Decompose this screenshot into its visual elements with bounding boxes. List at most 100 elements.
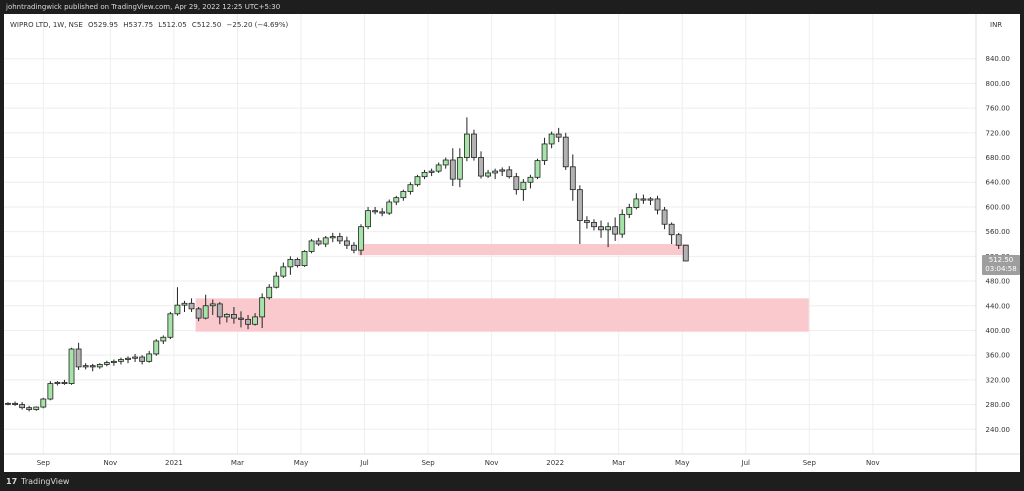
candle[interactable]	[181, 300, 188, 312]
candle[interactable]	[478, 151, 484, 179]
candle[interactable]	[266, 284, 273, 300]
candle[interactable]	[280, 262, 287, 278]
candle[interactable]	[19, 402, 26, 410]
support-zone[interactable]	[195, 298, 809, 332]
candle[interactable]	[273, 271, 280, 289]
candle[interactable]	[541, 137, 548, 165]
candle[interactable]	[308, 239, 315, 254]
candle[interactable]	[654, 195, 661, 215]
candle[interactable]	[513, 172, 520, 195]
candle[interactable]	[534, 158, 541, 180]
candle[interactable]	[421, 169, 428, 180]
candle[interactable]	[619, 209, 626, 238]
candle[interactable]	[428, 168, 435, 177]
candle[interactable]	[372, 206, 379, 215]
candle[interactable]	[209, 299, 216, 316]
candle[interactable]	[26, 405, 33, 412]
candle[interactable]	[139, 355, 146, 365]
candle[interactable]	[548, 131, 555, 149]
candle[interactable]	[118, 357, 124, 365]
price-chart[interactable]: 240.00 280.00 320.00 360.00 400.00 440.00 480.…	[4, 14, 1020, 472]
candle[interactable]	[562, 132, 569, 170]
candle[interactable]	[640, 194, 647, 204]
candle[interactable]	[471, 129, 477, 161]
candle[interactable]	[612, 217, 619, 241]
candle[interactable]	[216, 302, 223, 325]
candle[interactable]	[40, 397, 47, 409]
candle[interactable]	[485, 169, 491, 178]
candle[interactable]	[365, 206, 371, 230]
candle[interactable]	[329, 232, 336, 243]
candle[interactable]	[358, 224, 364, 256]
candle[interactable]	[591, 219, 597, 231]
candle[interactable]	[301, 250, 308, 267]
candle[interactable]	[68, 347, 75, 385]
candle[interactable]	[12, 401, 18, 406]
candle[interactable]	[555, 127, 562, 143]
candle[interactable]	[336, 232, 343, 244]
candle[interactable]	[89, 363, 96, 372]
candle[interactable]	[661, 206, 668, 230]
candle[interactable]	[33, 406, 40, 411]
tradingview-logo-icon[interactable]: 17	[6, 477, 18, 486]
candle[interactable]	[407, 182, 414, 195]
candle[interactable]	[527, 174, 534, 189]
candle[interactable]	[463, 117, 470, 162]
candle[interactable]	[160, 335, 167, 345]
footer-brand[interactable]: TradingView	[21, 477, 70, 486]
candle[interactable]	[125, 356, 131, 364]
candle[interactable]	[506, 166, 513, 179]
candle[interactable]	[435, 162, 442, 173]
candle[interactable]	[167, 311, 174, 340]
candle[interactable]	[245, 315, 251, 330]
candle[interactable]	[238, 311, 244, 328]
candle[interactable]	[82, 363, 89, 370]
candle[interactable]	[287, 256, 294, 275]
candle[interactable]	[449, 148, 456, 186]
candle[interactable]	[103, 360, 110, 367]
candle[interactable]	[47, 381, 54, 401]
candle[interactable]	[400, 189, 407, 201]
candle[interactable]	[132, 353, 138, 362]
candle[interactable]	[456, 148, 463, 188]
candle[interactable]	[343, 236, 350, 249]
candle[interactable]	[379, 208, 386, 217]
candle[interactable]	[569, 154, 576, 201]
candle[interactable]	[174, 287, 181, 316]
candle[interactable]	[442, 157, 449, 169]
support-zone[interactable]	[358, 244, 689, 256]
candle[interactable]	[386, 199, 393, 215]
candle[interactable]	[223, 313, 230, 323]
candle[interactable]	[351, 242, 357, 254]
candle[interactable]	[393, 195, 400, 206]
candle[interactable]	[231, 307, 237, 324]
candle[interactable]	[75, 342, 82, 370]
candle[interactable]	[576, 185, 583, 244]
candle[interactable]	[153, 339, 160, 356]
candle[interactable]	[259, 293, 266, 328]
candle[interactable]	[675, 232, 682, 249]
candle[interactable]	[252, 313, 259, 326]
candle[interactable]	[195, 307, 202, 322]
candle[interactable]	[202, 294, 209, 320]
candle[interactable]	[520, 179, 527, 201]
candle[interactable]	[96, 363, 103, 369]
candle[interactable]	[633, 193, 640, 210]
candle[interactable]	[146, 350, 153, 363]
candle[interactable]	[492, 168, 499, 180]
candle[interactable]	[626, 203, 633, 219]
candle[interactable]	[61, 379, 68, 385]
candle[interactable]	[188, 298, 195, 312]
candle[interactable]	[54, 381, 61, 386]
candle[interactable]	[5, 402, 11, 406]
candle[interactable]	[605, 222, 611, 248]
candle[interactable]	[584, 216, 590, 229]
candle[interactable]	[111, 359, 117, 366]
candle[interactable]	[668, 222, 675, 244]
candle[interactable]	[598, 220, 604, 238]
candle[interactable]	[647, 197, 654, 206]
candle[interactable]	[682, 244, 689, 262]
candle[interactable]	[322, 235, 329, 248]
candle[interactable]	[414, 174, 421, 187]
candle[interactable]	[499, 167, 506, 177]
